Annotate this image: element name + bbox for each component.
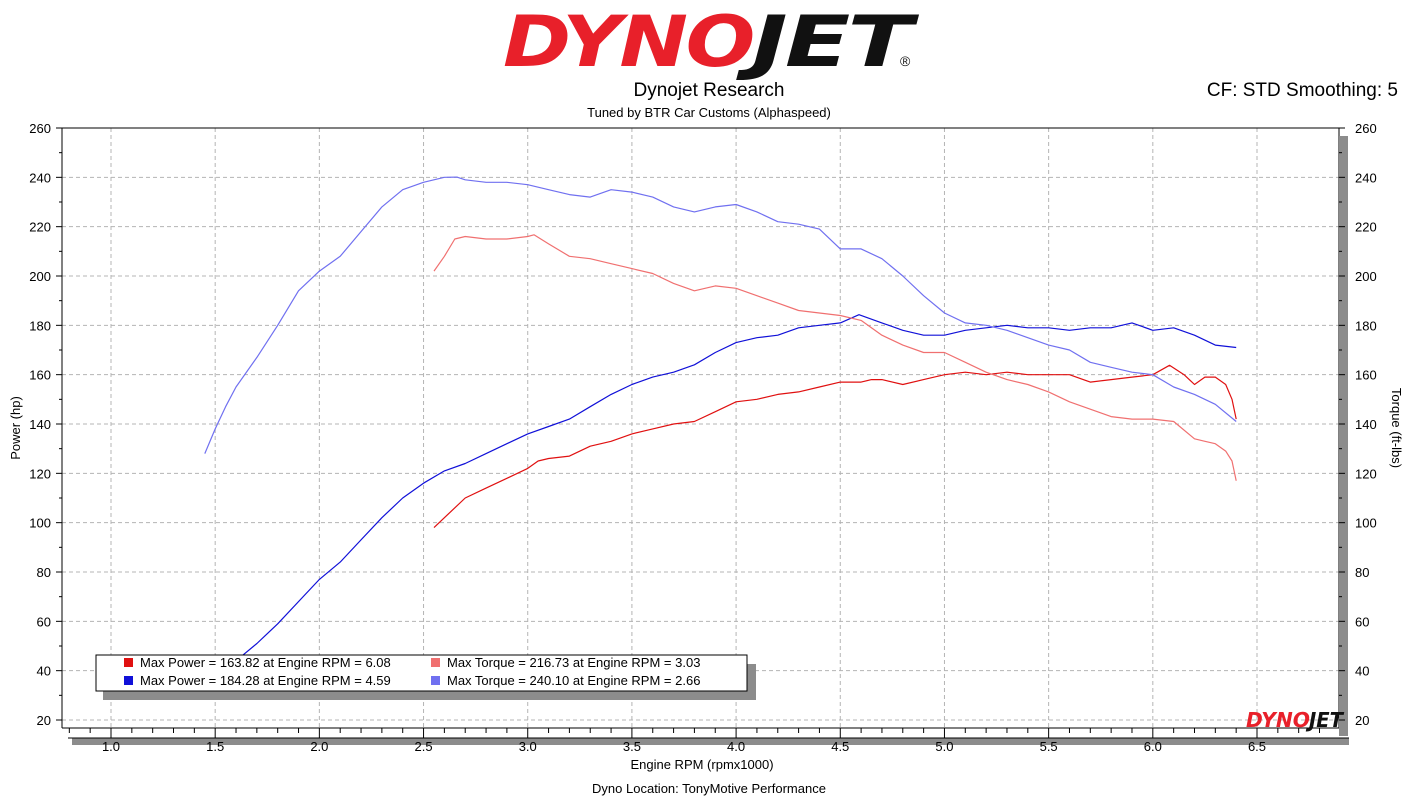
series-line-red_power	[433, 364, 1237, 529]
dynojet-logo: DYNO JET ®	[503, 1, 922, 83]
legend-label-blue_power: Max Power = 184.28 at Engine RPM = 4.59	[140, 673, 391, 688]
axis-ticks: 20 20 40 40 60 60 80 80 100 100 120 120 140 140 160 160…	[29, 121, 1376, 754]
legend-swatch-red_torque	[431, 658, 440, 667]
y-tick-label-right: 80	[1355, 565, 1369, 580]
dynojet-watermark: DYNO JET	[1246, 708, 1344, 732]
series-line-blue_power	[235, 314, 1237, 662]
plot-area	[62, 128, 1339, 728]
chart-subtitle: Tuned by BTR Car Customs (Alphaspeed)	[587, 105, 831, 120]
legend: Max Power = 163.82 at Engine RPM = 6.08 M…	[95, 654, 756, 700]
logo-text-black: JET	[736, 1, 920, 83]
y-tick-label-left: 180	[29, 318, 51, 333]
x-tick-label: 2.0	[310, 739, 328, 754]
logo-text-red: DYNO	[503, 1, 753, 83]
y-tick-label-left: 160	[29, 368, 51, 383]
x-tick-label: 5.5	[1040, 739, 1058, 754]
y-tick-label-left: 260	[29, 121, 51, 136]
y-tick-label-right: 120	[1355, 466, 1377, 481]
y-tick-label-right: 20	[1355, 713, 1369, 728]
y-tick-label-left: 120	[29, 466, 51, 481]
y-tick-label-left: 40	[37, 664, 51, 679]
legend-label-red_torque: Max Torque = 216.73 at Engine RPM = 3.03	[447, 655, 700, 670]
x-tick-label: 4.0	[727, 739, 745, 754]
x-tick-label: 4.5	[831, 739, 849, 754]
x-tick-label: 5.0	[935, 739, 953, 754]
y-tick-label-left: 60	[37, 614, 51, 629]
logo-registered-mark: ®	[900, 53, 911, 69]
dyno-location: Dyno Location: TonyMotive Performance	[592, 781, 826, 796]
watermark-text-red: DYNO	[1246, 708, 1310, 732]
x-tick-label: 2.5	[415, 739, 433, 754]
legend-swatch-blue_power	[124, 676, 133, 685]
x-tick-label: 3.0	[519, 739, 537, 754]
y-tick-label-left: 140	[29, 417, 51, 432]
legend-swatch-blue_torque	[431, 676, 440, 685]
y-tick-label-right: 140	[1355, 417, 1377, 432]
y-tick-label-right: 240	[1355, 170, 1377, 185]
y-tick-label-left: 200	[29, 269, 51, 284]
y-tick-label-right: 180	[1355, 318, 1377, 333]
x-axis-title: Engine RPM (rpmx1000)	[630, 757, 773, 772]
y-tick-label-left: 240	[29, 170, 51, 185]
series-layer	[204, 176, 1237, 662]
y-tick-label-right: 160	[1355, 368, 1377, 383]
y-tick-label-right: 200	[1355, 269, 1377, 284]
legend-swatch-red_power	[124, 658, 133, 667]
y-tick-label-right: 100	[1355, 516, 1377, 531]
plot-frame	[61, 127, 1349, 745]
y-tick-label-right: 60	[1355, 614, 1369, 629]
legend-label-red_power: Max Power = 163.82 at Engine RPM = 6.08	[140, 655, 391, 670]
y-tick-label-right: 40	[1355, 664, 1369, 679]
y-tick-label-right: 260	[1355, 121, 1377, 136]
x-tick-label: 1.5	[206, 739, 224, 754]
x-tick-label: 6.0	[1144, 739, 1162, 754]
y-axis-title-right: Torque (ft-lbs)	[1389, 388, 1404, 468]
y-tick-label-left: 20	[37, 713, 51, 728]
chart-title: Dynojet Research	[633, 80, 784, 101]
x-tick-label: 6.5	[1248, 739, 1266, 754]
y-tick-label-left: 80	[37, 565, 51, 580]
y-tick-label-left: 100	[29, 516, 51, 531]
y-axis-title-left: Power (hp)	[8, 396, 23, 460]
series-line-blue_torque	[204, 176, 1237, 454]
grid-lines	[62, 128, 1339, 728]
watermark-text-black: JET	[1305, 708, 1344, 732]
correction-info: CF: STD Smoothing: 5	[1207, 80, 1398, 101]
x-tick-label: 1.0	[102, 739, 120, 754]
y-tick-label-left: 220	[29, 220, 51, 235]
series-line-red_torque	[433, 234, 1237, 481]
x-tick-label: 3.5	[623, 739, 641, 754]
y-tick-label-right: 220	[1355, 220, 1377, 235]
legend-label-blue_torque: Max Torque = 240.10 at Engine RPM = 2.66	[447, 673, 700, 688]
